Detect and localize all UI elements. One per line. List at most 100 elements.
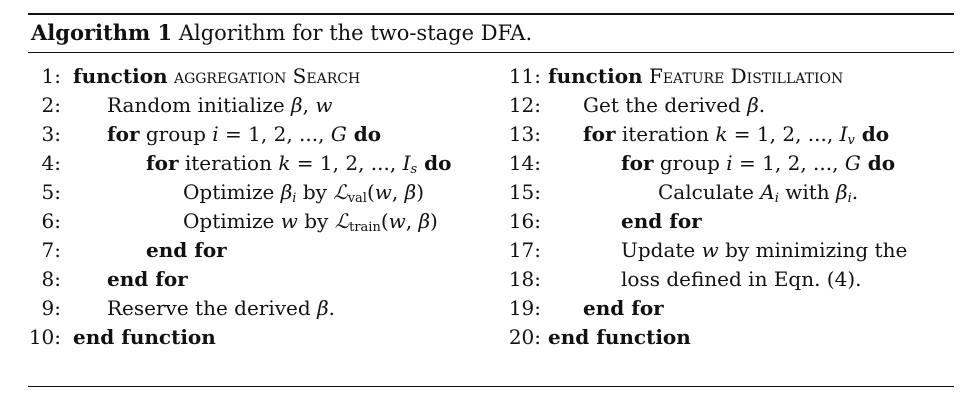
line-code: end for: [621, 207, 702, 236]
math-subscript: train: [349, 220, 381, 235]
math-subscript: i: [847, 191, 852, 206]
procedure-name: Feature Distillation: [648, 64, 844, 88]
statement-text: loss defined in Eqn. (4).: [621, 267, 862, 291]
statement-text: iteration: [178, 151, 279, 175]
statement-text: Random initialize: [107, 93, 292, 117]
line-code: Calculate Ai with βi.: [658, 178, 858, 207]
line-number: 4:: [41, 151, 61, 175]
line-number: 1:: [41, 64, 61, 88]
statement-text: Optimize: [183, 180, 281, 204]
range-text: = 1, 2, ...,: [218, 122, 331, 146]
keyword: for: [583, 122, 616, 146]
keyword: end for: [583, 296, 664, 320]
algorithm-line: 3: for group i = 1, 2, ..., G do: [0, 120, 490, 149]
math-variable: i: [212, 122, 219, 146]
procedure-name: aggregation Search: [173, 64, 361, 88]
line-code: for iteration k = 1, 2, ..., Iv do: [583, 120, 889, 149]
line-code: end function: [73, 323, 216, 352]
math-variable: β: [291, 93, 303, 117]
range-text: = 1, 2, ...,: [732, 151, 845, 175]
line-code: Optimize w by ℒtrain(w, β): [183, 207, 438, 236]
line-number: 8:: [41, 267, 61, 291]
algorithm-line: 2: Random initialize β, w: [0, 91, 490, 120]
statement-text: Get the derived: [583, 93, 748, 117]
math-variable: β: [418, 209, 431, 233]
math-subscript: i: [292, 191, 297, 206]
statement-text: iteration: [615, 122, 716, 146]
algorithm-line: 12: Get the derived β.: [490, 91, 972, 120]
keyword: end function: [73, 325, 216, 349]
algorithm-line: 20: end function: [490, 323, 972, 352]
algorithm-line: 15: Calculate Ai with βi.: [490, 178, 972, 207]
line-code: Update w by minimizing the: [621, 236, 907, 265]
keyword: do: [346, 122, 382, 146]
math-variable: w: [280, 209, 298, 233]
line-number: 20:: [508, 325, 541, 349]
range-text: = 1, 2, ...,: [290, 151, 403, 175]
math-variable: k: [278, 151, 291, 175]
math-variable: β: [404, 180, 417, 204]
top-rule: [28, 13, 954, 15]
line-code: loss defined in Eqn. (4).: [621, 265, 862, 294]
math-variable: G: [330, 122, 347, 146]
algorithm-left-column: 1: function aggregation Search 2: Random…: [0, 62, 490, 352]
period: .: [758, 93, 766, 117]
line-number: 2:: [41, 93, 61, 117]
line-code: for group i = 1, 2, ..., G do: [107, 120, 381, 149]
period: .: [851, 180, 859, 204]
algorithm-line: 1: function aggregation Search: [0, 62, 490, 91]
math-variable: β: [836, 180, 848, 204]
algorithm-line: 19: end for: [490, 294, 972, 323]
caption-rule: [28, 52, 954, 53]
paren: ): [430, 209, 438, 233]
separator: ,: [405, 209, 419, 233]
algorithm-line: 8: end for: [0, 265, 490, 294]
algorithm-line: 7: end for: [0, 236, 490, 265]
math-variable: i: [726, 151, 733, 175]
line-code: end for: [583, 294, 664, 323]
keyword: for: [107, 122, 140, 146]
keyword: end for: [107, 267, 188, 291]
algorithm-line: 6: Optimize w by ℒtrain(w, β): [0, 207, 490, 236]
line-number: 15:: [508, 180, 541, 204]
math-variable: w: [374, 180, 392, 204]
keyword: function: [548, 64, 643, 88]
statement-text: with: [778, 180, 837, 204]
keyword: do: [417, 151, 452, 175]
line-number: 9:: [41, 296, 61, 320]
math-variable: β: [280, 180, 293, 204]
line-code: Random initialize β, w: [107, 91, 332, 120]
math-variable: w: [388, 209, 406, 233]
separator: ,: [302, 93, 316, 117]
algorithm-line: 11: function Feature Distillation: [490, 62, 972, 91]
math-subscript: s: [410, 162, 418, 177]
algorithm-line: 16: end for: [490, 207, 972, 236]
line-number: 18:: [508, 267, 541, 291]
line-code: function Feature Distillation: [548, 62, 843, 91]
line-code: Get the derived β.: [583, 91, 765, 120]
line-number: 19:: [508, 296, 541, 320]
line-number: 10:: [28, 325, 61, 349]
statement-text: by: [297, 209, 335, 233]
algorithm-right-column: 11: function Feature Distillation 12: Ge…: [490, 62, 972, 352]
math-variable: β: [747, 93, 759, 117]
keyword: end for: [146, 238, 227, 262]
line-number: 11:: [508, 64, 541, 88]
range-text: = 1, 2, ...,: [727, 122, 840, 146]
math-subscript: val: [347, 191, 367, 206]
line-number: 17:: [508, 238, 541, 262]
separator: ,: [391, 180, 405, 204]
algorithm-caption: Algorithm 1 Algorithm for the two-stage …: [31, 16, 532, 50]
paren: (: [380, 209, 389, 233]
algorithm-line: 14: for group i = 1, 2, ..., G do: [490, 149, 972, 178]
line-number: 16:: [508, 209, 541, 233]
algorithm-line: 9: Reserve the derived β.: [0, 294, 490, 323]
line-number: 13:: [508, 122, 541, 146]
statement-text: by: [296, 180, 334, 204]
math-variable: w: [315, 93, 333, 117]
keyword: do: [854, 122, 890, 146]
paren: ): [416, 180, 424, 204]
algorithm-line: 4: for iteration k = 1, 2, ..., Is do: [0, 149, 490, 178]
statement-text: group: [139, 122, 213, 146]
math-variable: k: [715, 122, 728, 146]
